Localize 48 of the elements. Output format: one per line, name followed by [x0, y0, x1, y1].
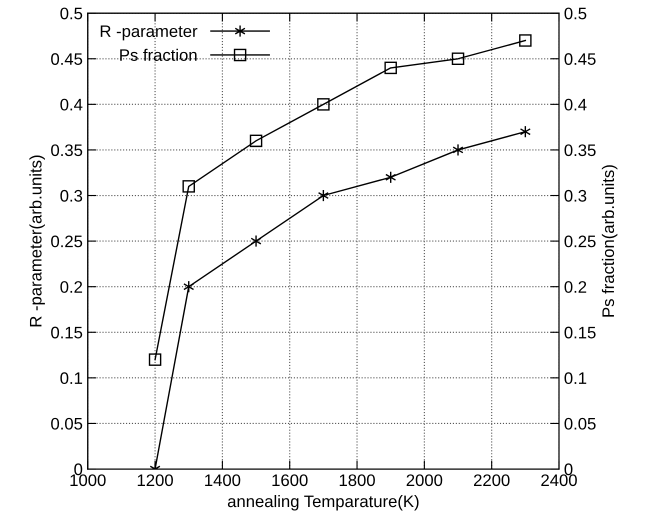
- y-tick-label: 0.4: [60, 98, 82, 111]
- x-tick-label: 2400: [541, 474, 577, 486]
- x-tick-label: 1600: [272, 474, 308, 486]
- y2-tick-label: 0.5: [564, 8, 586, 20]
- x-tick-label: 1800: [340, 474, 375, 486]
- y-tick-label: 0.05: [51, 418, 82, 430]
- x-axis-title: annealing Temparature(K): [228, 494, 419, 511]
- y-axis-title: R -parameter(arb.units): [29, 156, 45, 326]
- point: [148, 353, 162, 366]
- y2-tick-label: 0.25: [564, 236, 596, 248]
- y2-tick-label: 0.35: [564, 144, 596, 156]
- y2-tick-label: 0.15: [564, 326, 596, 338]
- y-tick-label: 0: [74, 463, 82, 476]
- point: [519, 34, 532, 47]
- y-tick-label: 0.15: [51, 326, 82, 338]
- y2-tick-label: 0.45: [564, 53, 596, 65]
- y2-tick-label: 0.2: [564, 281, 586, 293]
- x-tick-label: 1000: [70, 474, 106, 486]
- legend-label: R -parameter: [100, 25, 198, 40]
- point: [183, 280, 194, 293]
- y-tick-label: 0.1: [60, 372, 82, 384]
- y-tick-label: 0.25: [51, 236, 82, 248]
- legend-label: Ps fraction: [120, 48, 197, 61]
- y-tick-label: 0.3: [60, 190, 82, 202]
- y-tick-label: 0.35: [51, 144, 82, 156]
- y2-tick-label: 0.1: [564, 372, 586, 384]
- x-tick-label: 1400: [205, 474, 240, 486]
- point: [520, 125, 531, 138]
- y2-tick-label: 0: [564, 463, 572, 476]
- y-tick-label: 0.45: [51, 53, 82, 65]
- y2-axis-title: Ps fraction(arb.units): [602, 165, 618, 317]
- point: [250, 234, 262, 248]
- point: [452, 52, 464, 66]
- x-tick-label: 2200: [474, 474, 510, 486]
- point: [182, 180, 195, 193]
- point: [385, 171, 396, 184]
- y-tick-label: 0.2: [60, 281, 82, 293]
- point: [250, 134, 262, 148]
- y-tick-label: 0.5: [60, 8, 82, 20]
- point: [317, 98, 330, 111]
- x-tick-label: 1200: [138, 474, 173, 486]
- y2-tick-label: 0.3: [564, 190, 586, 202]
- point: [452, 144, 464, 156]
- y2-tick-label: 0.4: [564, 98, 587, 111]
- point: [318, 189, 329, 202]
- x-tick-label: 2000: [406, 474, 442, 486]
- point: [384, 62, 397, 74]
- y2-tick-label: 0.05: [564, 418, 596, 430]
